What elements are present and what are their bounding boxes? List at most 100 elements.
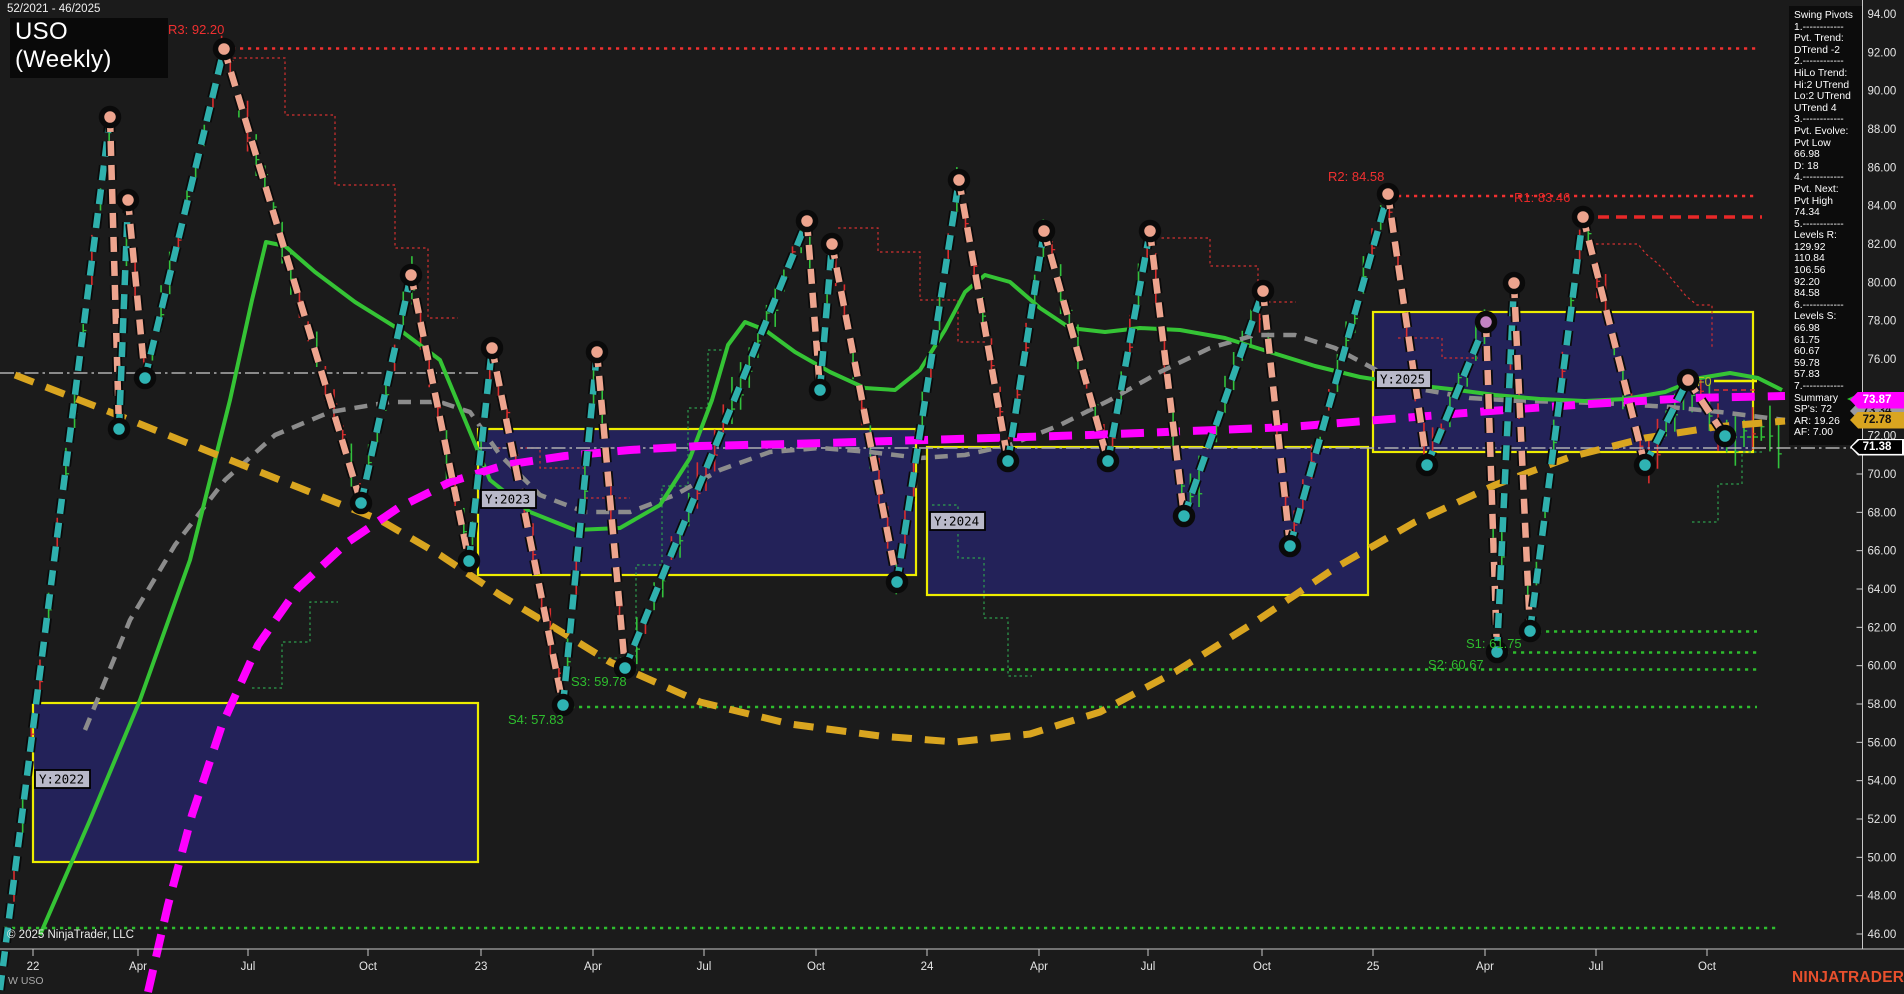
price-tick-label: 52.00: [1868, 814, 1897, 826]
pivot-level-lines: [4, 47, 1780, 930]
info-panel-line: Pvt. Evolve:: [1794, 125, 1849, 137]
info-panel-line: Hi:2 UTrend: [1794, 79, 1850, 91]
price-tick-label: 86.00: [1868, 162, 1897, 174]
price-tick-label: 50.00: [1868, 852, 1897, 864]
date-range-label: 52/2021 - 46/2025: [7, 3, 101, 15]
price-tick-label: 76.00: [1868, 354, 1897, 366]
info-panel-line: Levels R:: [1794, 230, 1837, 242]
price-tick-label: 60.00: [1868, 661, 1897, 673]
info-panel-line: 66.98: [1794, 149, 1820, 161]
level-label: R2: 84.58: [1328, 169, 1384, 184]
axes: 94.00 92.00 90.00 88.00 86.00 84.00 82.00 80.00…: [0, 0, 1904, 973]
info-panel-line: Summary: [1794, 392, 1839, 404]
year-label: Y:2025: [1380, 372, 1425, 387]
price-tick-label: 80.00: [1868, 277, 1897, 289]
instrument-title: USO (Weekly): [15, 18, 112, 73]
time-tick-label: Jul: [1589, 961, 1604, 973]
copyright-label: © 2025 NinjaTrader, LLC: [7, 929, 134, 941]
time-tick-label: Apr: [584, 961, 602, 973]
time-tick-label: Oct: [807, 961, 826, 973]
price-tick-label: 84.00: [1868, 201, 1897, 213]
price-tick-label: 46.00: [1868, 929, 1897, 941]
last-price-marker: 71.38: [1850, 438, 1904, 456]
info-panel-line: SP's: 72: [1794, 404, 1833, 416]
year-label: Y:2022: [39, 772, 84, 787]
swing-pivots-info-panel: Swing Pivots 1.------------ Pvt. Trend: DTr…: [1789, 6, 1862, 445]
indicator-price-marker: 73.87: [1850, 391, 1904, 409]
info-panel-line: Pvt. Trend:: [1794, 33, 1844, 45]
info-panel-line: 1.------------: [1794, 21, 1844, 33]
time-tick-label: Oct: [359, 961, 378, 973]
info-panel-line: 110.84: [1794, 253, 1825, 265]
level-label: R1: 83.46: [1514, 190, 1570, 205]
price-tick-label: 68.00: [1868, 507, 1897, 519]
info-panel-line: 2.------------: [1794, 56, 1844, 68]
year-label: Y:2024: [934, 514, 979, 529]
info-panel-line: 61.75: [1794, 334, 1820, 346]
info-panel-line: AR: 19.26: [1794, 415, 1840, 427]
price-tick-label: 78.00: [1868, 316, 1897, 328]
info-panel-line: 92.20: [1794, 276, 1820, 288]
level-label: S1: 61.75: [1466, 636, 1522, 651]
info-panel-line: Levels S:: [1794, 311, 1837, 323]
ma-magenta: [144, 392, 1786, 993]
info-panel-line: DTrend -2: [1794, 44, 1840, 56]
info-panel-line: Swing Pivots: [1794, 10, 1853, 21]
info-panel-line: HiLo Trend:: [1794, 67, 1848, 79]
info-panel-line: 57.83: [1794, 369, 1820, 381]
indicator-price-marker: 72.78: [1850, 411, 1904, 429]
time-tick-label: Oct: [1253, 961, 1272, 973]
info-panel-line: 5.------------: [1794, 218, 1844, 230]
info-panel-line: Pvt. Next:: [1794, 183, 1839, 195]
info-panel-line: 66.98: [1794, 323, 1820, 335]
extra-level-lines: F0: [1697, 375, 1768, 438]
info-panel-line: 60.67: [1794, 346, 1820, 358]
price-tick-label: 56.00: [1868, 737, 1897, 749]
swing-pivot-markers: [98, 37, 1737, 717]
info-panel-line: 129.92: [1794, 241, 1826, 253]
time-tick-label: Apr: [129, 961, 147, 973]
time-tick-label: 24: [921, 961, 934, 973]
time-tick-label: Oct: [1698, 961, 1717, 973]
info-panel-line: 59.78: [1794, 357, 1820, 369]
ninjatrader-logo: NINJATRADER: [1792, 969, 1904, 986]
instrument-tab[interactable]: W USO: [8, 975, 44, 987]
price-tick-label: 58.00: [1868, 699, 1897, 711]
info-panel-line: UTrend 4: [1794, 102, 1837, 114]
level-label: S3: 59.78: [571, 674, 627, 689]
price-tick-label: 94.00: [1868, 9, 1897, 21]
info-panel-line: Lo:2 UTrend: [1794, 91, 1851, 103]
time-tick-label: 23: [475, 961, 488, 973]
info-panel-line: Pvt Low: [1794, 137, 1831, 149]
time-tick-label: 22: [27, 961, 40, 973]
info-panel-line: 84.58: [1794, 288, 1820, 300]
price-tick-label: 88.00: [1868, 124, 1897, 136]
price-tick-label: 64.00: [1868, 584, 1897, 596]
info-panel-line: 74.34: [1794, 207, 1820, 219]
time-tick-label: Apr: [1030, 961, 1048, 973]
info-panel-line: 6.------------: [1794, 299, 1844, 311]
info-panel-line: 7.------------: [1794, 381, 1844, 392]
info-panel-line: 3.------------: [1794, 114, 1844, 126]
price-tick-label: 66.00: [1868, 546, 1897, 558]
time-tick-label: Jul: [241, 961, 256, 973]
time-tick-label: Apr: [1476, 961, 1494, 973]
price-tick-label: 90.00: [1868, 86, 1897, 98]
price-tick-label: 54.00: [1868, 776, 1897, 788]
level-labels: R3: 92.20 R2: 84.58 R1: 83.46 S1: 61.75 S2: …: [168, 22, 1570, 727]
info-panel-line: 106.56: [1794, 265, 1826, 277]
info-panel-line: Pvt High: [1794, 195, 1833, 207]
price-tick-label: 92.00: [1868, 47, 1897, 59]
level-label: R3: 92.20: [168, 22, 224, 37]
year-label: Y:2023: [485, 492, 530, 507]
time-tick-label: Jul: [697, 961, 712, 973]
last-price-value: 71.38: [1851, 440, 1903, 454]
time-tick-label: 25: [1367, 961, 1380, 973]
price-tick-label: 70.00: [1868, 469, 1897, 481]
price-tick-label: 48.00: [1868, 891, 1897, 903]
ma-green: [38, 240, 1783, 936]
info-panel-line: D: 18: [1794, 160, 1819, 172]
price-tick-label: 82.00: [1868, 239, 1897, 251]
